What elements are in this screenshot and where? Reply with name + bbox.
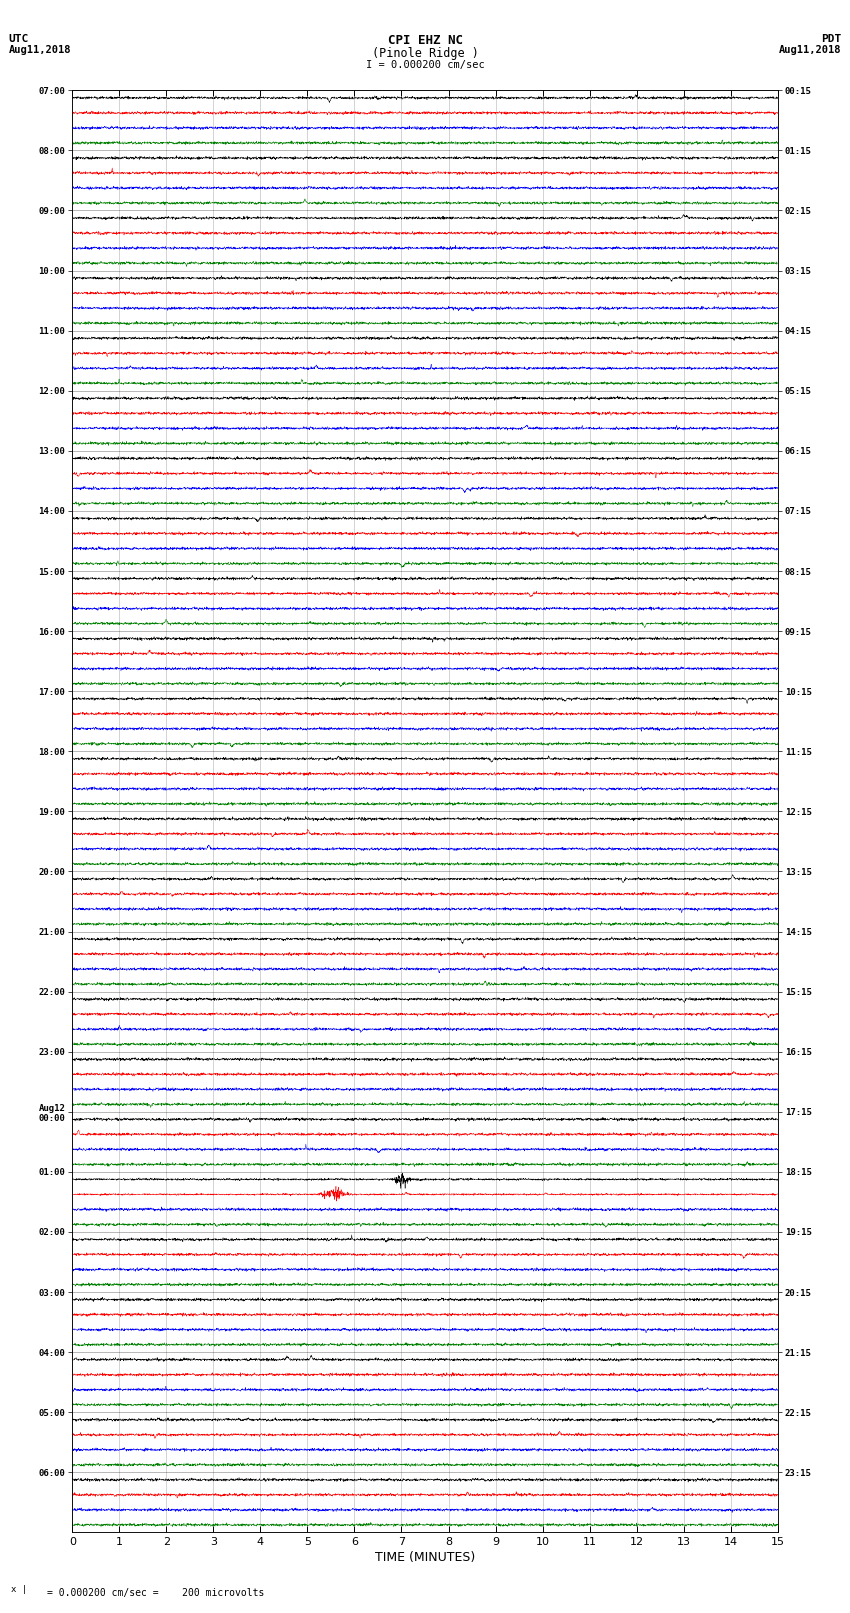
Text: PDT: PDT xyxy=(821,34,842,44)
Text: Aug11,2018: Aug11,2018 xyxy=(8,45,71,55)
Text: x |: x | xyxy=(11,1584,27,1594)
Text: (Pinole Ridge ): (Pinole Ridge ) xyxy=(371,47,479,60)
Text: UTC: UTC xyxy=(8,34,29,44)
Text: CPI EHZ NC: CPI EHZ NC xyxy=(388,34,462,47)
Text: I = 0.000200 cm/sec: I = 0.000200 cm/sec xyxy=(366,60,484,69)
X-axis label: TIME (MINUTES): TIME (MINUTES) xyxy=(375,1552,475,1565)
Text: Aug11,2018: Aug11,2018 xyxy=(779,45,842,55)
Text: = 0.000200 cm/sec =    200 microvolts: = 0.000200 cm/sec = 200 microvolts xyxy=(47,1589,264,1598)
